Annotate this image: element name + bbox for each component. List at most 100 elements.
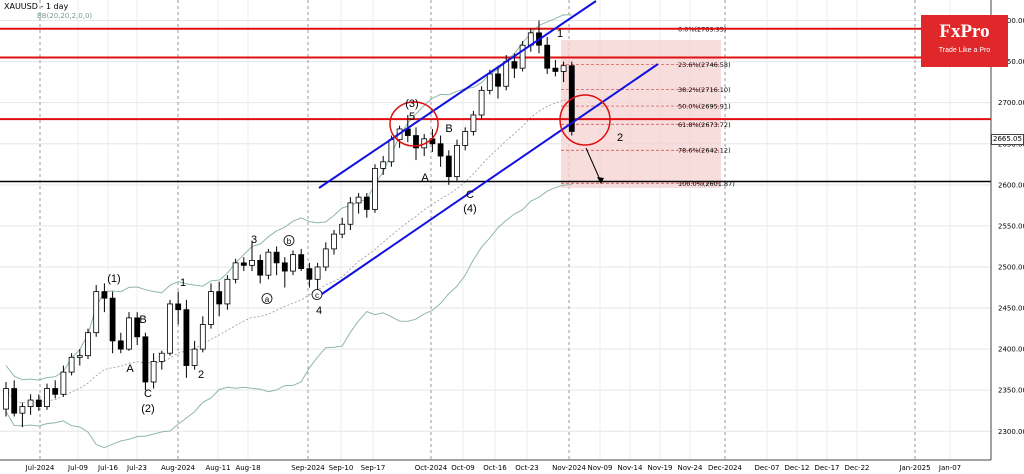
candle xyxy=(224,275,231,310)
candle xyxy=(396,125,403,148)
candle xyxy=(216,281,223,317)
wave-label-circle xyxy=(261,293,273,304)
candle-body xyxy=(273,251,280,264)
candle xyxy=(76,349,83,366)
candle xyxy=(306,262,313,288)
candle xyxy=(44,383,50,410)
candle-body xyxy=(3,388,9,410)
candle-body xyxy=(35,399,42,408)
candle xyxy=(85,328,91,359)
wave-label: (2) xyxy=(141,403,154,415)
candle-body xyxy=(314,266,321,280)
x-tick-label: Oct-2024 xyxy=(415,464,448,472)
candle-body xyxy=(265,251,272,276)
candle xyxy=(35,394,42,411)
candle xyxy=(101,283,108,313)
wave-label: b xyxy=(287,237,292,246)
candle-body xyxy=(85,332,91,357)
candle xyxy=(355,193,362,214)
candle xyxy=(60,365,67,397)
x-tick-label: Sep-2024 xyxy=(291,464,325,472)
x-tick-label: Dec-22 xyxy=(845,464,870,472)
candle-body xyxy=(134,317,141,338)
candle-body xyxy=(495,73,501,87)
candle xyxy=(544,36,551,74)
x-tick-label: Dec-2024 xyxy=(708,464,742,472)
wave-label: (1) xyxy=(107,273,120,285)
candle xyxy=(314,262,321,292)
candle-body xyxy=(68,356,75,373)
candle xyxy=(519,41,526,72)
candle xyxy=(240,257,247,272)
logo-brand: FxPro xyxy=(939,21,990,42)
candle-body xyxy=(503,61,510,87)
wave-label: 1 xyxy=(180,277,186,289)
candle-body xyxy=(281,262,288,272)
candle xyxy=(27,394,34,415)
candle xyxy=(298,248,305,272)
fxpro-logo: FxPro Trade Like a Pro xyxy=(921,15,1008,67)
bollinger-bands xyxy=(5,14,572,449)
wave-label: B xyxy=(139,314,146,326)
candle-body xyxy=(52,388,59,395)
candle-body xyxy=(93,291,100,334)
wave-label: (4) xyxy=(463,203,476,215)
candle-body xyxy=(117,340,124,350)
candle xyxy=(322,242,329,272)
chart-title: XAUUSD - 1 day xyxy=(4,2,68,11)
candle-body xyxy=(27,399,34,408)
wave-labels: (1) 1 (2) C A B 2 3 a b c 4 (3)5 A B C (4) 1 2 xyxy=(107,28,623,415)
projection-arrow-head xyxy=(597,177,604,184)
wave-label-circle xyxy=(311,289,323,300)
x-tick-label: Aug-11 xyxy=(205,464,230,472)
wave-label: 4 xyxy=(316,305,322,317)
candle-body xyxy=(355,196,362,204)
y-tick-label: 2300.00 xyxy=(998,428,1024,436)
candle-body xyxy=(363,196,370,210)
candle-body xyxy=(76,355,83,358)
candle-body xyxy=(216,291,223,305)
x-tick-label: Oct-23 xyxy=(515,464,539,472)
candle xyxy=(19,402,26,428)
candle-body xyxy=(183,309,190,366)
candle xyxy=(495,65,501,99)
candle-body xyxy=(372,167,378,210)
candle-body xyxy=(462,131,469,146)
candle xyxy=(232,258,239,284)
x-tick-label: Jul-09 xyxy=(67,464,88,472)
candle xyxy=(437,135,444,167)
wave-label: C xyxy=(466,189,474,201)
x-tick-label: Jul-2024 xyxy=(25,464,55,472)
candle xyxy=(11,380,18,417)
fib-label: 100.0%(2601.87) xyxy=(678,180,735,188)
candle xyxy=(52,380,59,399)
wave-label: 1 xyxy=(557,28,563,40)
candle-body xyxy=(257,259,264,276)
candle xyxy=(486,69,493,95)
analysis-overlay xyxy=(318,0,659,297)
candle xyxy=(208,283,214,329)
fib-label: 23.6%(2746.58) xyxy=(678,61,731,69)
x-tick-label: Nov-14 xyxy=(618,464,643,472)
logo-tagline: Trade Like a Pro xyxy=(938,47,991,54)
candle-body xyxy=(208,291,214,325)
x-tick-label: Jul-16 xyxy=(97,464,118,472)
candle xyxy=(281,257,288,288)
candle xyxy=(257,254,264,284)
wave-label: c xyxy=(315,291,319,300)
y-tick-label: 2800.00 xyxy=(998,17,1024,25)
wave-label: A xyxy=(421,172,429,184)
candle-body xyxy=(232,262,239,280)
bollinger-upper xyxy=(5,14,572,381)
x-tick-label: Jan-07 xyxy=(938,464,961,472)
y-tick-label: 2600.00 xyxy=(998,181,1024,189)
candle-body xyxy=(306,268,313,280)
x-tick-label: Nov-19 xyxy=(648,464,673,472)
highlight-circle-breakout xyxy=(559,94,611,146)
candle-body xyxy=(298,254,305,270)
y-tick-label: 2500.00 xyxy=(998,263,1024,271)
candle xyxy=(462,127,469,151)
candle-body xyxy=(347,202,354,225)
candle-body xyxy=(331,233,337,250)
projection-arrow-line xyxy=(585,147,602,183)
